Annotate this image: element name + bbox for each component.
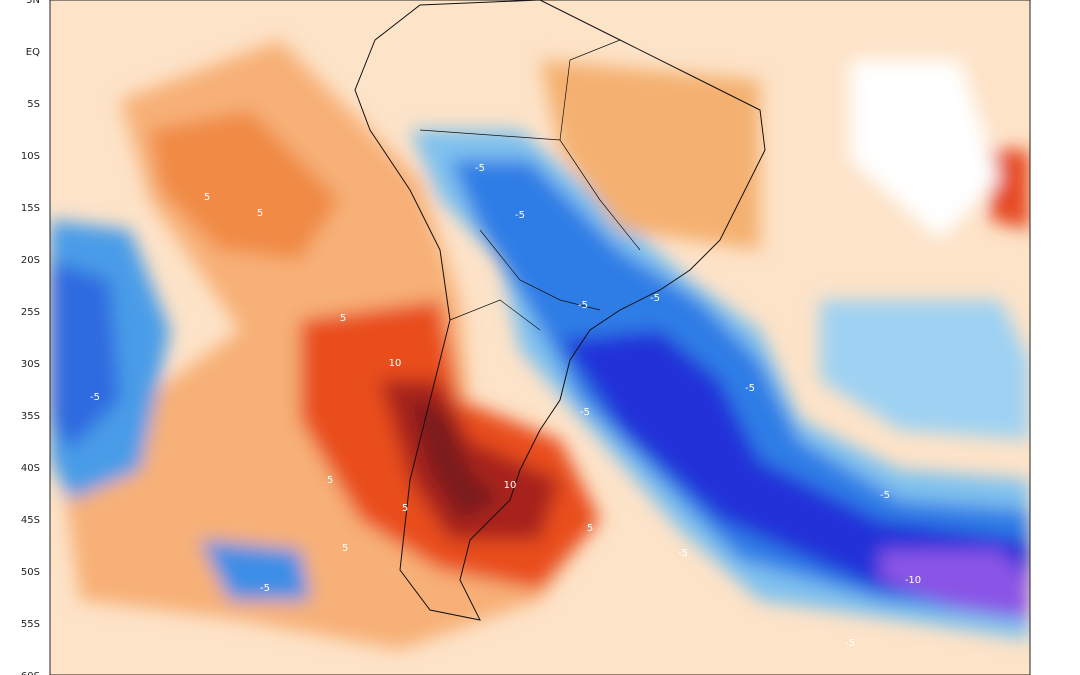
latitude-labels: 5N EQ 5S 10S 15S 20S 25S 30S 35S 40S 45S 50S 55S 60S: [21, 0, 40, 675]
latitude-label: 5S: [27, 99, 40, 110]
anomaly-shading: [50, 40, 1030, 650]
frame: [49, 0, 1031, 675]
latitude-label: 5N: [26, 0, 40, 6]
contour-label: -5: [90, 392, 100, 403]
contour-label: -5: [678, 548, 688, 559]
contour-label: -5: [880, 490, 890, 501]
field: 5 5 5 5 5 5 5 -5 -5 -5 -5 -5 -5 -5 -5 -5 -5 -5 10 10 -10: [50, 0, 1030, 675]
contour-label: 5: [257, 208, 263, 219]
latitude-label: 45S: [21, 515, 40, 526]
contour-label: -5: [578, 300, 588, 311]
contour-label: -5: [475, 163, 485, 174]
continent-outline: [354, 0, 766, 621]
contour-label: 5: [342, 543, 348, 554]
contour-label: 10: [389, 358, 402, 369]
contour-label: 5: [587, 523, 593, 534]
latitude-label: 15S: [21, 203, 40, 214]
contour-label: -5: [650, 293, 660, 304]
contour-label: 5: [327, 475, 333, 486]
latitude-label: 60S: [21, 671, 40, 675]
contour-label: 10: [504, 480, 517, 491]
latitude-label: 30S: [21, 359, 40, 370]
contour-label: -5: [260, 583, 270, 594]
latitude-label: 20S: [21, 255, 40, 266]
contour-label: -5: [845, 638, 855, 649]
latitude-label: EQ: [26, 47, 40, 58]
contour-label: -5: [745, 383, 755, 394]
contour-label: -5: [580, 407, 590, 418]
contour-label: -10: [905, 575, 921, 586]
contour-label: -5: [515, 210, 525, 221]
latitude-label: 10S: [21, 151, 40, 162]
latitude-label: 25S: [21, 307, 40, 318]
contour-label: 5: [204, 192, 210, 203]
latitude-label: 40S: [21, 463, 40, 474]
latitude-label: 55S: [21, 619, 40, 630]
latitude-label: 50S: [21, 567, 40, 578]
borders: [419, 39, 641, 331]
latitude-label: 35S: [21, 411, 40, 422]
contour-labels: 5 5 5 5 5 5 5 -5 -5 -5 -5 -5 -5 -5 -5 -5 -5 -5 10 10 -10: [90, 163, 921, 649]
contour-label: 5: [402, 503, 408, 514]
contour-label: 5: [340, 313, 346, 324]
